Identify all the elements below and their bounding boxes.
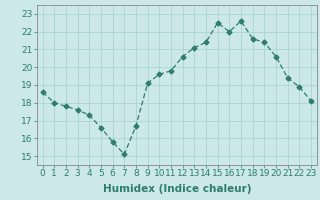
X-axis label: Humidex (Indice chaleur): Humidex (Indice chaleur)	[102, 184, 251, 194]
